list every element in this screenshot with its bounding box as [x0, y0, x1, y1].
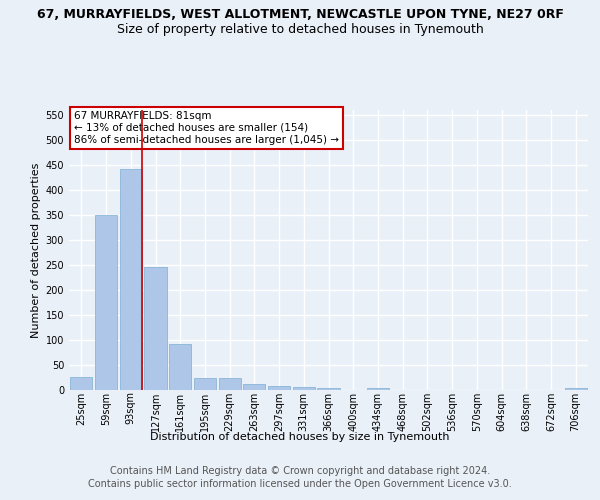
Bar — [317, 388, 340, 390]
Bar — [95, 215, 117, 390]
Y-axis label: Number of detached properties: Number of detached properties — [31, 162, 41, 338]
Bar — [119, 168, 142, 390]
Text: Distribution of detached houses by size in Tynemouth: Distribution of detached houses by size … — [150, 432, 450, 442]
Bar — [565, 388, 587, 390]
Bar — [293, 387, 315, 390]
Bar — [194, 378, 216, 390]
Text: Contains HM Land Registry data © Crown copyright and database right 2024.: Contains HM Land Registry data © Crown c… — [110, 466, 490, 476]
Bar — [70, 376, 92, 390]
Text: 67 MURRAYFIELDS: 81sqm
← 13% of detached houses are smaller (154)
86% of semi-de: 67 MURRAYFIELDS: 81sqm ← 13% of detached… — [74, 112, 339, 144]
Bar — [367, 388, 389, 390]
Text: Size of property relative to detached houses in Tynemouth: Size of property relative to detached ho… — [116, 22, 484, 36]
Text: Contains public sector information licensed under the Open Government Licence v3: Contains public sector information licen… — [88, 479, 512, 489]
Bar — [169, 344, 191, 390]
Bar — [243, 384, 265, 390]
Bar — [145, 267, 167, 390]
Text: 67, MURRAYFIELDS, WEST ALLOTMENT, NEWCASTLE UPON TYNE, NE27 0RF: 67, MURRAYFIELDS, WEST ALLOTMENT, NEWCAS… — [37, 8, 563, 20]
Bar — [268, 386, 290, 390]
Bar — [218, 378, 241, 390]
